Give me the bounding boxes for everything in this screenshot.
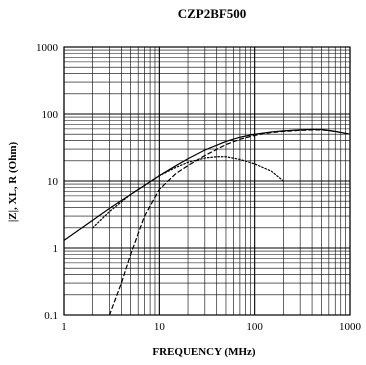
y-tick-label: 1000 [36, 42, 59, 54]
chart-title: CZP2BF500 [178, 6, 247, 21]
y-tick-label: 0.1 [44, 310, 58, 322]
series-line-solid [63, 128, 351, 241]
x-tick-label: 1 [61, 321, 67, 333]
plot-frame [63, 46, 351, 316]
y-tick-label: 10 [47, 176, 59, 188]
x-tick-label: 100 [246, 321, 263, 333]
x-tick-label: 1000 [339, 321, 362, 333]
x-axis-label: FREQUENCY (MHz) [152, 346, 255, 358]
series-line-dashed [108, 129, 351, 316]
series-layer [63, 128, 351, 316]
series-line-dotted [92, 156, 284, 229]
y-axis-label: |Z|, XL, R (Ohm) [7, 142, 19, 223]
x-tick-label: 10 [154, 321, 166, 333]
grid-lines [63, 46, 351, 316]
y-tick-label: 100 [42, 109, 59, 121]
y-tick-label: 1 [53, 243, 59, 255]
